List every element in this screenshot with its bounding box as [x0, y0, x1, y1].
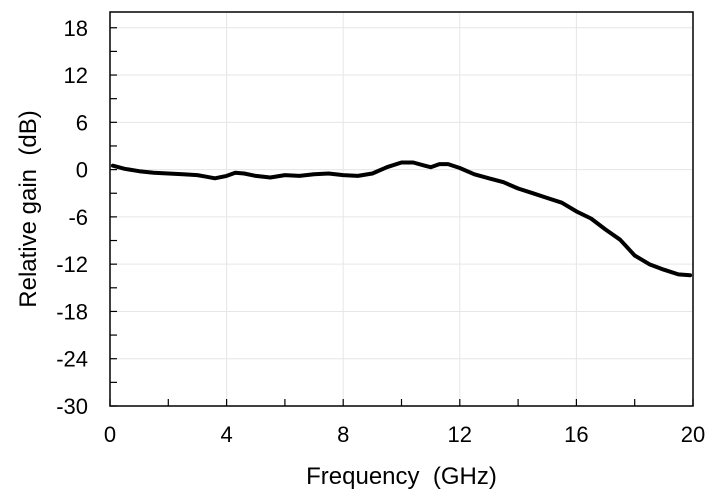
series-line [110, 160, 693, 278]
x-axis-title: Frequency (GHz) [306, 463, 497, 490]
y-tick-label: -18 [56, 299, 88, 324]
y-tick-label: -24 [56, 347, 88, 372]
x-tick-label: 12 [448, 422, 472, 447]
y-tick-label: 18 [64, 16, 88, 41]
tick-labels: 0 4 8 12 16 20 -30 -24 -18 -12 -6 0 6 12 18 [56, 16, 705, 447]
y-tick-label: -12 [56, 252, 88, 277]
y-tick-label: 0 [76, 158, 88, 183]
x-tick-label: 8 [337, 422, 349, 447]
y-tick-label: 12 [64, 63, 88, 88]
gridlines [110, 12, 693, 406]
x-tick-label: 4 [220, 422, 232, 447]
series-group [110, 160, 693, 278]
x-tick-label: 0 [104, 422, 116, 447]
y-tick-label: -30 [56, 394, 88, 419]
x-tick-label: 20 [681, 422, 705, 447]
plot-area-frame [109, 11, 694, 407]
axis-ticks [109, 27, 694, 407]
x-tick-label: 16 [564, 422, 588, 447]
y-tick-label: 6 [76, 110, 88, 135]
y-tick-label: -6 [68, 205, 88, 230]
y-axis-title: Relative gain (dB) [15, 110, 42, 307]
